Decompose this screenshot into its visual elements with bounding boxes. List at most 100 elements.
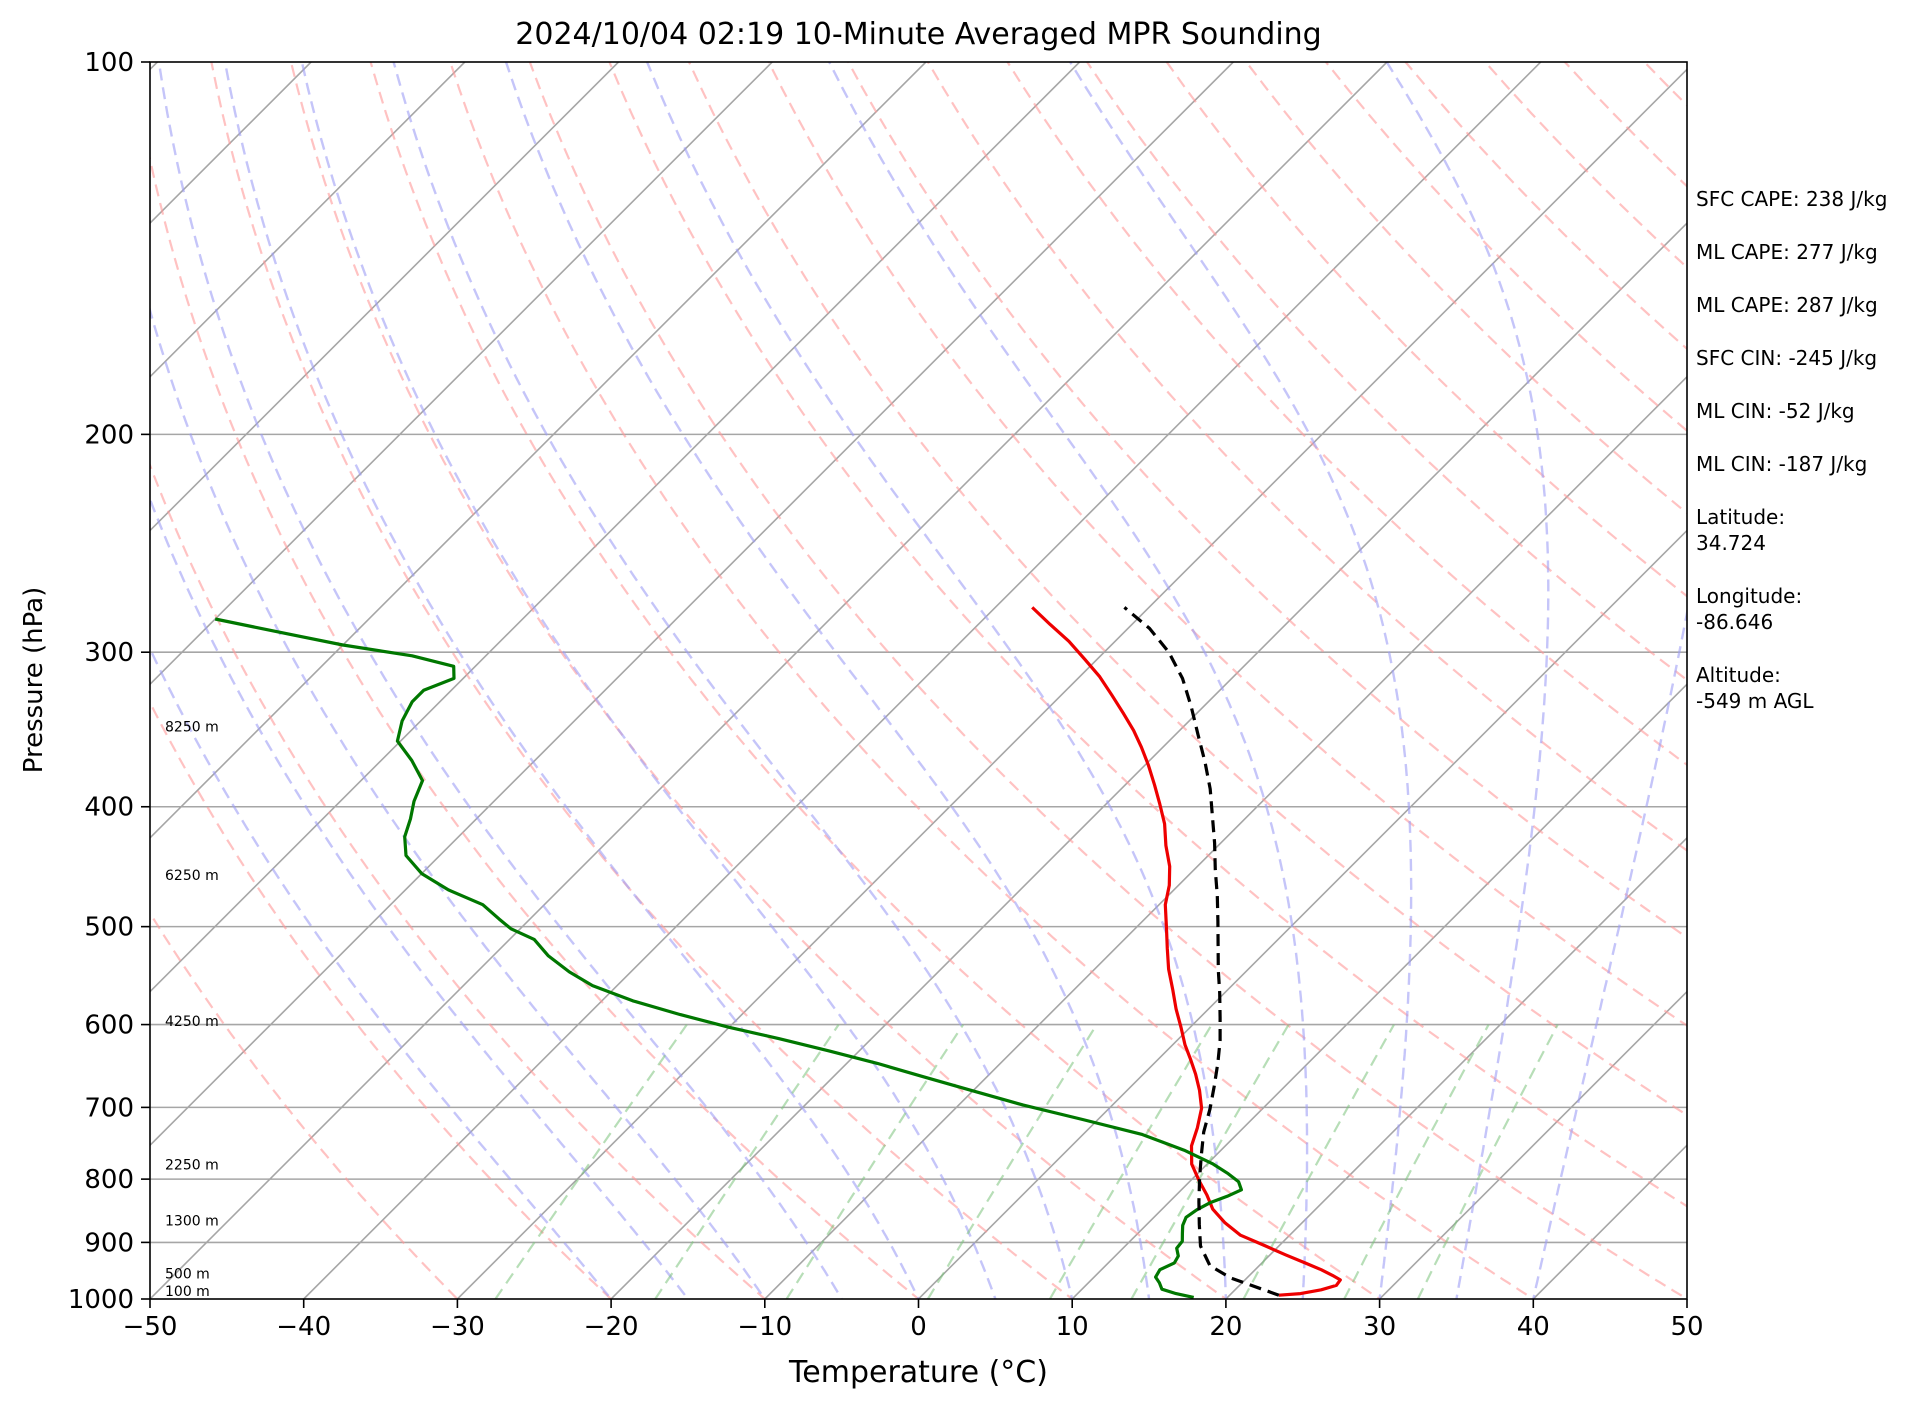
isotherm-line <box>764 375 1687 1299</box>
dry-adiabat-line <box>528 62 1687 1299</box>
y-tick-label: 1000 <box>68 1285 134 1315</box>
height-label: 2250 m <box>165 1158 219 1174</box>
moist-adiabat-line <box>300 62 997 1299</box>
dry-adiabat-line <box>210 62 1075 1299</box>
moist-adiabat-line <box>150 305 767 1299</box>
x-tick-label: 10 <box>1056 1312 1089 1342</box>
chart-title: 2024/10/04 02:19 10-Minute Averaged MPR … <box>515 17 1321 52</box>
isotherm-line <box>150 62 466 378</box>
height-label: 4250 m <box>165 1014 219 1030</box>
x-tick-label: −40 <box>276 1312 331 1342</box>
latitude-block: Latitude: 34.724 <box>1696 504 1916 556</box>
isotherm-line <box>150 62 773 686</box>
stat-ml-cin-2: ML CIN: -187 J/kg <box>1696 452 1868 476</box>
isotherm-line <box>917 529 1687 1299</box>
isotherm-line <box>1071 683 1687 1299</box>
moist-adiabat-line <box>1532 606 1687 1299</box>
sounding-profiles <box>214 606 1342 1299</box>
dry-adiabat-line <box>767 62 1687 1027</box>
height-label: 8250 m <box>165 719 219 735</box>
y-axis-ticks: 100 200 300 400 500 600 700 800 900 1000 <box>68 48 150 1315</box>
mixing-ratio-line <box>1242 1024 1395 1299</box>
y-tick-label: 800 <box>84 1165 134 1195</box>
altitude-label: Altitude: <box>1696 663 1781 687</box>
parcel-profile-line <box>1123 606 1280 1297</box>
mixing-ratio-line <box>785 1023 965 1299</box>
dry-adiabat-line <box>150 154 921 1299</box>
dewpoint-profile-line <box>214 617 1243 1299</box>
dry-adiabat-line <box>150 462 767 1299</box>
x-tick-label: −10 <box>737 1312 792 1342</box>
isotherm-line <box>150 62 620 532</box>
mixing-ratio-line <box>654 1023 840 1299</box>
mixing-ratio-line <box>1416 1024 1559 1299</box>
x-tick-label: −20 <box>584 1312 639 1342</box>
stat-sfc-cape: SFC CAPE: 238 J/kg <box>1696 187 1888 211</box>
dry-adiabat-line <box>449 62 1536 1299</box>
moist-adiabat-line <box>1069 62 1413 1299</box>
x-axis-label: Temperature (°C) <box>788 1355 1048 1390</box>
isotherm-line <box>150 62 1388 1299</box>
mixing-ratio-line <box>494 1023 688 1299</box>
isotherm-line <box>150 62 1081 993</box>
isotherm-line <box>1379 990 1687 1299</box>
isotherm-line <box>0 62 4 1299</box>
isotherm-line <box>1225 836 1687 1299</box>
dry-adiabat-line <box>1006 62 1687 767</box>
dry-adiabat-line <box>926 62 1687 852</box>
y-tick-label: 200 <box>84 420 134 450</box>
stat-ml-cape: ML CAPE: 277 J/kg <box>1696 240 1878 264</box>
isotherm-line <box>456 68 1687 1299</box>
dry-adiabat-line <box>289 62 1228 1299</box>
dry-adiabat-line <box>369 62 1382 1299</box>
latitude-value: 34.724 <box>1696 531 1766 555</box>
longitude-block: Longitude: -86.646 <box>1696 583 1916 635</box>
moist-adiabat-line <box>223 62 920 1299</box>
moist-adiabat-line <box>150 496 690 1299</box>
moist-adiabat-line <box>828 62 1309 1299</box>
height-label: 100 m <box>165 1284 210 1300</box>
dry-adiabat-line <box>150 700 613 1299</box>
y-tick-label: 900 <box>84 1228 134 1258</box>
x-axis-ticks: −50 −40 −30 −20 −10 0 10 20 30 40 50 <box>123 1299 1704 1342</box>
mixing-ratio-line <box>1048 1024 1213 1299</box>
x-tick-label: 40 <box>1517 1312 1550 1342</box>
stat-ml-cin: ML CIN: -52 J/kg <box>1696 399 1855 423</box>
dry-adiabat-line <box>687 62 1687 1117</box>
y-tick-label: 100 <box>84 48 134 78</box>
y-tick-label: 600 <box>84 1011 134 1041</box>
height-label: 500 m <box>165 1266 210 1282</box>
altitude-value: -549 m AGL <box>1696 689 1814 713</box>
y-tick-label: 300 <box>84 638 134 668</box>
moist-adiabat-line <box>1385 62 1550 1299</box>
height-labels: 100 m 500 m 1300 m 2250 m 4250 m 6250 m 8250 m <box>165 719 219 1300</box>
mixing-ratio-line <box>926 1024 1098 1299</box>
x-tick-label: 20 <box>1209 1312 1242 1342</box>
latitude-label: Latitude: <box>1696 505 1786 529</box>
isotherm-line <box>610 221 1687 1299</box>
stat-sfc-cin: SFC CIN: -245 J/kg <box>1696 346 1878 370</box>
sounding-stats-panel: SFC CAPE: 238 J/kg ML CAPE: 277 J/kg ML … <box>1696 186 1916 741</box>
y-tick-label: 400 <box>84 793 134 823</box>
dry-adiabat-line <box>1165 62 1687 598</box>
longitude-label: Longitude: <box>1696 584 1803 608</box>
background-reference-lines <box>0 62 1687 1299</box>
x-tick-label: −50 <box>123 1312 178 1342</box>
longitude-value: -86.646 <box>1696 610 1774 634</box>
y-tick-label: 700 <box>84 1093 134 1123</box>
x-tick-label: 30 <box>1363 1312 1396 1342</box>
altitude-block: Altitude: -549 m AGL <box>1696 662 1916 714</box>
isotherm-line <box>303 62 1542 1299</box>
moist-adiabat-line <box>150 645 613 1299</box>
moist-adiabat-line <box>645 62 1228 1299</box>
plot-frame <box>149 61 1688 1300</box>
isotherm-line <box>150 62 1234 1147</box>
x-tick-label: −30 <box>430 1312 485 1342</box>
x-tick-label: 50 <box>1670 1312 1703 1342</box>
y-axis-label: Pressure (hPa) <box>19 587 49 774</box>
height-label: 1300 m <box>165 1214 219 1230</box>
dry-adiabat-line <box>608 62 1687 1208</box>
moist-adiabat-line <box>157 62 843 1299</box>
moist-adiabat-line <box>504 62 1151 1299</box>
